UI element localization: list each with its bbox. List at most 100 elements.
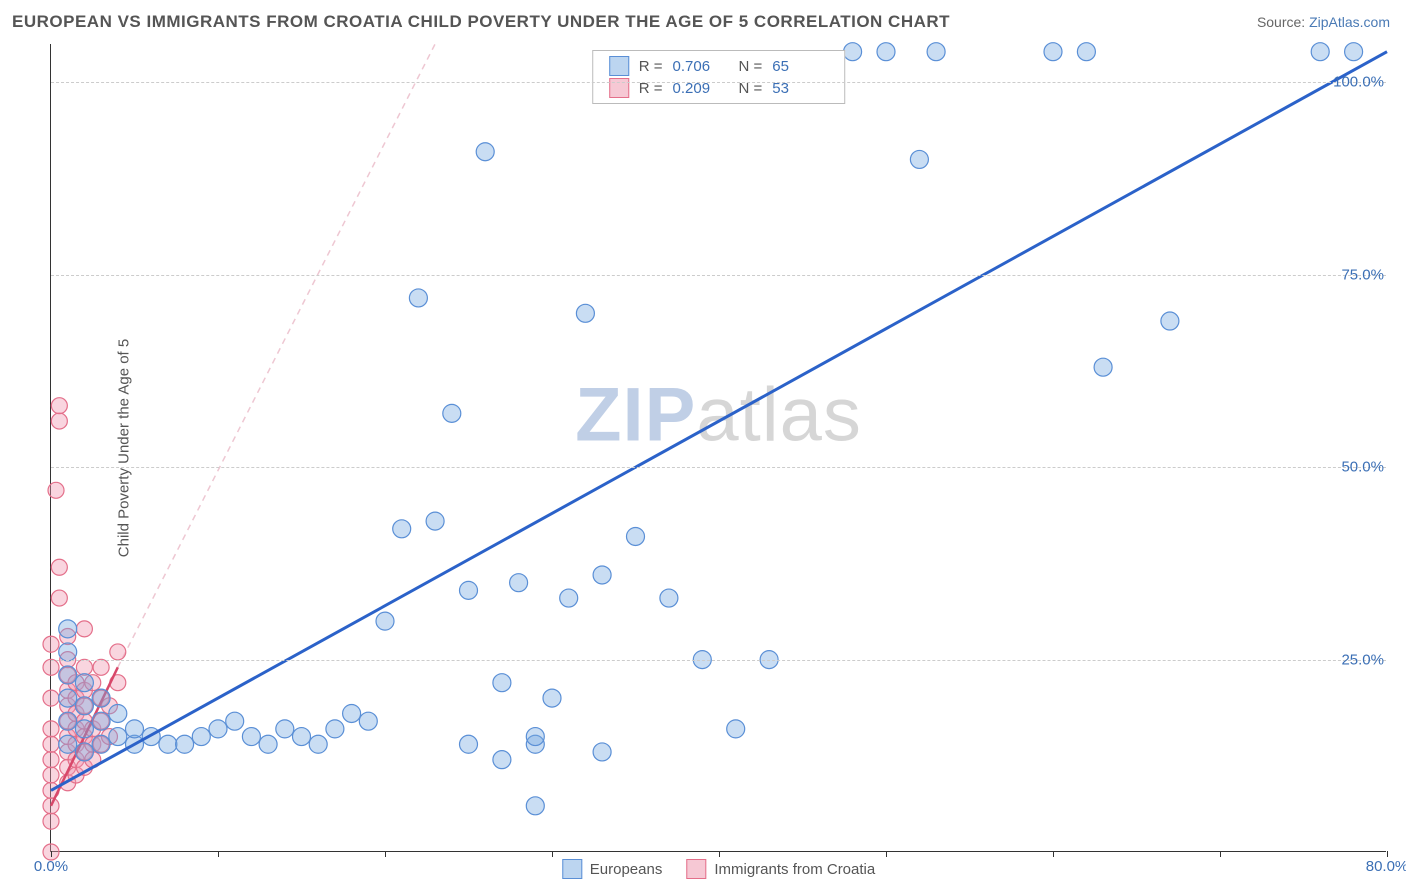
legend-series-label: Europeans [590,861,663,878]
gridline-h [51,467,1386,468]
data-point [93,659,109,675]
data-point [543,689,561,707]
data-point [43,813,59,829]
x-tick-mark [51,851,52,857]
data-point [460,735,478,753]
data-point [560,589,578,607]
data-point [476,143,494,161]
data-point [460,581,478,599]
data-point [526,728,544,746]
data-point [576,304,594,322]
chart-title: EUROPEAN VS IMMIGRANTS FROM CROATIA CHIL… [12,12,950,32]
legend-r-label: R = [639,58,663,75]
y-tick-label: 75.0% [1341,266,1388,283]
data-point [126,720,144,738]
data-point [226,712,244,730]
x-tick-mark [552,851,553,857]
data-point [393,520,411,538]
y-tick-label: 50.0% [1341,459,1388,476]
data-point [51,590,67,606]
data-point [43,636,59,652]
data-point [43,767,59,783]
data-point [343,704,361,722]
data-point [877,43,895,61]
data-point [76,659,92,675]
data-point [51,559,67,575]
data-point [75,743,93,761]
data-point [51,398,67,414]
data-point [59,620,77,638]
data-point [75,720,93,738]
data-point [493,674,511,692]
data-point [493,751,511,769]
gridline-h [51,660,1386,661]
y-tick-label: 100.0% [1333,74,1388,91]
legend-swatch [562,859,582,879]
data-point [92,735,110,753]
data-point [910,150,928,168]
plot-area: Child Poverty Under the Age of 5 ZIPatla… [50,44,1386,852]
legend-correlation: R =0.706N =65R =0.209N =53 [592,50,846,104]
gridline-h [51,275,1386,276]
data-point [59,643,77,661]
data-point [409,289,427,307]
x-tick-mark [385,851,386,857]
x-tick-mark [1053,851,1054,857]
data-point [1345,43,1363,61]
data-point [43,690,59,706]
data-point [844,43,862,61]
trend-line [51,52,1387,791]
data-point [443,404,461,422]
data-point [1161,312,1179,330]
trend-line [118,44,435,667]
data-point [48,482,64,498]
data-point [326,720,344,738]
data-point [43,721,59,737]
data-point [59,735,77,753]
data-point [109,704,127,722]
data-point [209,720,227,738]
x-tick-label: 80.0% [1366,858,1406,875]
x-tick-mark [1387,851,1388,857]
data-point [660,589,678,607]
data-point [110,644,126,660]
chart-svg [51,44,1386,851]
data-point [59,666,77,684]
legend-series-label: Immigrants from Croatia [714,861,875,878]
data-point [276,720,294,738]
x-tick-mark [886,851,887,857]
data-point [293,728,311,746]
data-point [1044,43,1062,61]
legend-swatch [609,78,629,98]
data-point [43,736,59,752]
x-tick-mark [719,851,720,857]
legend-series: Europeans Immigrants from Croatia [562,859,875,879]
data-point [1094,358,1112,376]
legend-n-value: 65 [772,58,828,75]
x-tick-label: 0.0% [34,858,68,875]
data-point [59,689,77,707]
legend-swatch [686,859,706,879]
x-tick-mark [1220,851,1221,857]
gridline-h [51,82,1386,83]
data-point [159,735,177,753]
data-point [259,735,277,753]
x-tick-mark [218,851,219,857]
data-point [92,712,110,730]
data-point [1311,43,1329,61]
data-point [43,659,59,675]
source-citation: Source: ZipAtlas.com [1257,14,1390,30]
source-link[interactable]: ZipAtlas.com [1309,14,1390,30]
data-point [376,612,394,630]
data-point [927,43,945,61]
legend-correlation-row: R =0.706N =65 [593,55,845,77]
data-point [627,527,645,545]
data-point [593,566,611,584]
legend-series-item: Europeans [562,859,663,879]
data-point [593,743,611,761]
data-point [109,728,127,746]
source-label: Source: [1257,14,1309,30]
legend-n-label: N = [739,58,763,75]
legend-swatch [609,56,629,76]
data-point [51,413,67,429]
